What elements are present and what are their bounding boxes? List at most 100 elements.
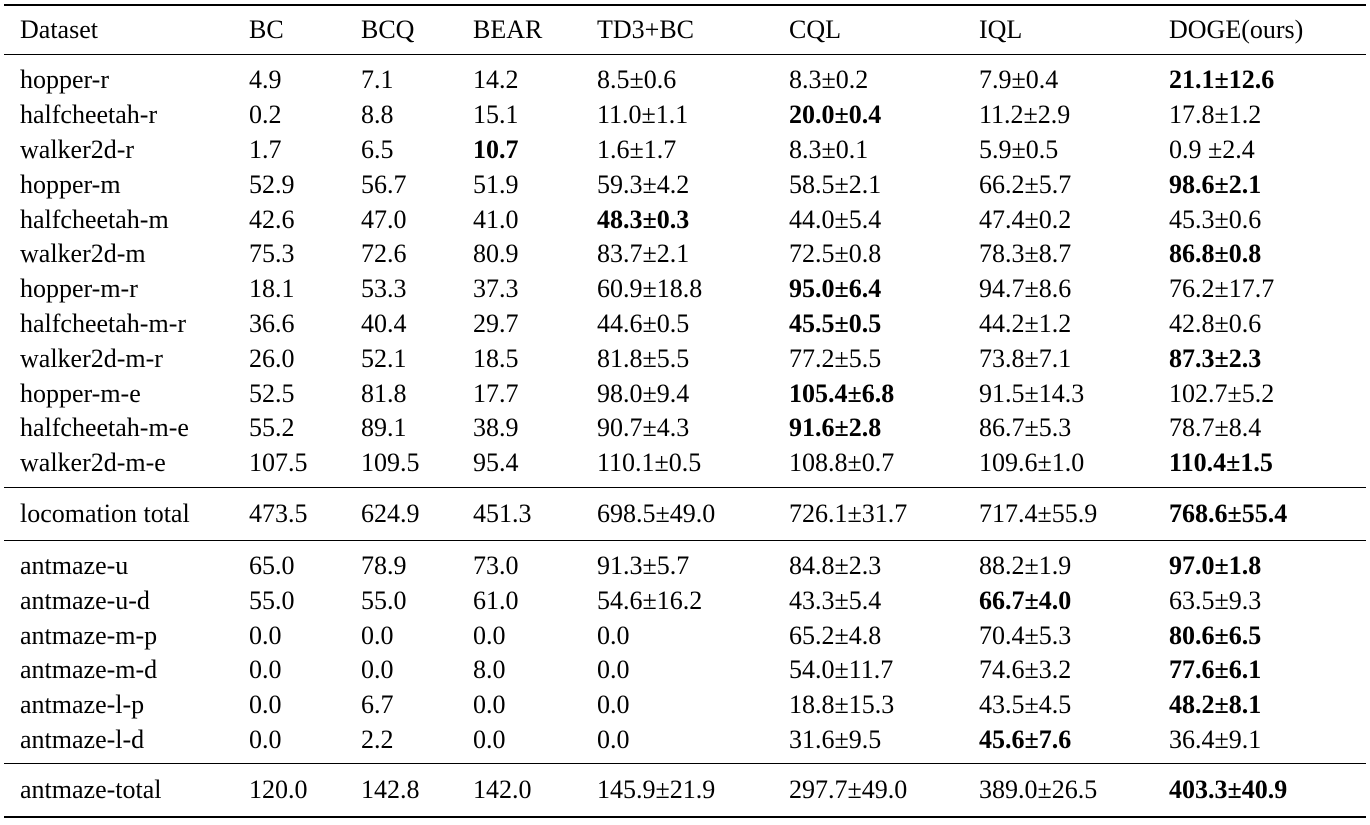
score-cell: 36.6 [249, 308, 295, 338]
score-cell: 78.7±8.4 [1169, 413, 1262, 443]
locomotion-section: hopper-r 4.9 7.1 14.2 8.5±0.6 8.3±0.2 7.9±0.4 2… [4, 55, 1366, 488]
score-cell: 17.8±1.2 [1169, 100, 1262, 130]
table-row: antmaze-l-d 0.0 2.2 0.0 0.0 31.6±9.5 45.6±7.6 3… [4, 723, 1366, 764]
score-cell: 105.4±6.8 [789, 378, 895, 408]
score-cell: 38.9 [473, 413, 519, 443]
score-cell: 56.7 [361, 169, 407, 199]
dataset-name-cell: walker2d-m [20, 239, 146, 269]
score-cell: 80.9 [473, 239, 519, 269]
score-cell: 21.1±12.6 [1169, 65, 1275, 95]
score-cell: 94.7±8.6 [979, 274, 1072, 304]
column-header: BC [249, 15, 284, 44]
score-cell: 72.5±0.8 [789, 239, 882, 269]
table-row: walker2d-m 75.3 72.6 80.9 83.7±2.1 72.5±0.8 78… [4, 237, 1366, 272]
dataset-name-cell: halfcheetah-m-e [20, 413, 189, 443]
dataset-name-cell: locomation total [20, 498, 190, 528]
column-header: TD3+BC [597, 15, 695, 44]
score-cell: 65.2±4.8 [789, 620, 882, 650]
dataset-name-cell: hopper-r [20, 65, 109, 95]
table-row: halfcheetah-m-e 55.2 89.1 38.9 90.7±4.3 91.6±… [4, 411, 1366, 446]
score-cell: 77.2±5.5 [789, 343, 882, 373]
score-cell: 76.2±17.7 [1169, 274, 1275, 304]
score-cell: 52.5 [249, 378, 295, 408]
score-cell: 14.2 [473, 65, 519, 95]
score-cell: 86.7±5.3 [979, 413, 1072, 443]
score-cell: 58.5±2.1 [789, 169, 882, 199]
score-cell: 70.4±5.3 [979, 620, 1072, 650]
score-cell: 47.0 [361, 204, 407, 234]
table-row: walker2d-m-r 26.0 52.1 18.5 81.8±5.5 77.2±5.5… [4, 341, 1366, 376]
column-header: Dataset [20, 15, 98, 44]
column-header: CQL [789, 15, 841, 44]
score-cell: 44.0±5.4 [789, 204, 882, 234]
column-header: BEAR [473, 15, 543, 44]
score-cell: 59.3±4.2 [597, 169, 690, 199]
score-cell: 142.0 [473, 775, 532, 805]
antmaze-section: antmaze-u 65.0 78.9 73.0 91.3±5.7 84.8±2.3 88.… [4, 540, 1366, 764]
table-row: antmaze-l-p 0.0 6.7 0.0 0.0 18.8±15.3 43.5±4.5… [4, 688, 1366, 723]
score-cell: 53.3 [361, 274, 407, 304]
score-cell: 0.0 [597, 655, 630, 685]
score-cell: 89.1 [361, 413, 407, 443]
dataset-name-cell: antmaze-total [20, 775, 162, 805]
dataset-name-cell: halfcheetah-m-r [20, 308, 187, 338]
table-row: walker2d-r 1.7 6.5 10.7 1.6±1.7 8.3±0.1 5.9±0.… [4, 133, 1366, 168]
score-cell: 42.8±0.6 [1169, 308, 1262, 338]
dataset-name-cell: antmaze-l-p [20, 690, 145, 720]
score-cell: 0.0 [597, 724, 630, 754]
score-cell: 52.9 [249, 169, 295, 199]
score-cell: 109.6±1.0 [979, 448, 1085, 478]
score-cell: 20.0±0.4 [789, 100, 882, 130]
score-cell: 8.8 [361, 100, 394, 130]
score-cell: 473.5 [249, 498, 308, 528]
dataset-name-cell: halfcheetah-r [20, 100, 158, 130]
score-cell: 389.0±26.5 [979, 775, 1098, 805]
score-cell: 90.7±4.3 [597, 413, 690, 443]
score-cell: 145.9±21.9 [597, 775, 716, 805]
score-cell: 73.0 [473, 550, 519, 580]
score-cell: 11.0±1.1 [597, 100, 689, 130]
table-row: halfcheetah-r 0.2 8.8 15.1 11.0±1.1 20.0±0.4 1… [4, 98, 1366, 133]
table-row: hopper-m-e 52.5 81.8 17.7 98.0±9.4 105.4±6.8 9… [4, 376, 1366, 411]
score-cell: 37.3 [473, 274, 519, 304]
dataset-name-cell: walker2d-m-r [20, 343, 163, 373]
score-cell: 77.6±6.1 [1169, 655, 1262, 685]
score-cell: 95.4 [473, 448, 519, 478]
score-cell: 40.4 [361, 308, 407, 338]
score-cell: 88.2±1.9 [979, 550, 1072, 580]
score-cell: 768.6±55.4 [1169, 498, 1288, 528]
score-cell: 0.0 [473, 690, 506, 720]
score-cell: 60.9±18.8 [597, 274, 703, 304]
score-cell: 44.6±0.5 [597, 308, 690, 338]
antmaze-total-section: antmaze-total 120.0 142.8 142.0 145.9±21.9 29… [4, 763, 1366, 818]
table-row: hopper-r 4.9 7.1 14.2 8.5±0.6 8.3±0.2 7.9±0.4 2… [4, 55, 1366, 98]
total-row: locomation total 473.5 624.9 451.3 698.5±49.… [4, 487, 1366, 541]
score-cell: 48.3±0.3 [597, 204, 690, 234]
score-cell: 110.4±1.5 [1169, 448, 1273, 478]
score-cell: 0.0 [361, 620, 394, 650]
dataset-name-cell: antmaze-l-d [20, 724, 145, 754]
score-cell: 78.3±8.7 [979, 239, 1072, 269]
score-cell: 0.0 [473, 620, 506, 650]
score-cell: 72.6 [361, 239, 407, 269]
score-cell: 78.9 [361, 550, 407, 580]
score-cell: 0.0 [597, 620, 630, 650]
score-cell: 2.2 [361, 724, 394, 754]
score-cell: 6.7 [361, 690, 394, 720]
score-cell: 36.4±9.1 [1169, 724, 1262, 754]
score-cell: 15.1 [473, 100, 519, 130]
score-cell: 74.6±3.2 [979, 655, 1072, 685]
score-cell: 102.7±5.2 [1169, 378, 1275, 408]
score-cell: 0.2 [249, 100, 282, 130]
score-cell: 717.4±55.9 [979, 498, 1098, 528]
score-cell: 81.8±5.5 [597, 343, 690, 373]
score-cell: 80.6±6.5 [1169, 620, 1262, 650]
score-cell: 83.7±2.1 [597, 239, 690, 269]
score-cell: 81.8 [361, 378, 407, 408]
table-row: hopper-m 52.9 56.7 51.9 59.3±4.2 58.5±2.1 66.2… [4, 167, 1366, 202]
score-cell: 0.9 ±2.4 [1169, 134, 1255, 164]
score-cell: 8.3±0.1 [789, 134, 869, 164]
score-cell: 7.1 [361, 65, 394, 95]
score-cell: 54.0±11.7 [789, 655, 894, 685]
score-cell: 61.0 [473, 585, 519, 615]
